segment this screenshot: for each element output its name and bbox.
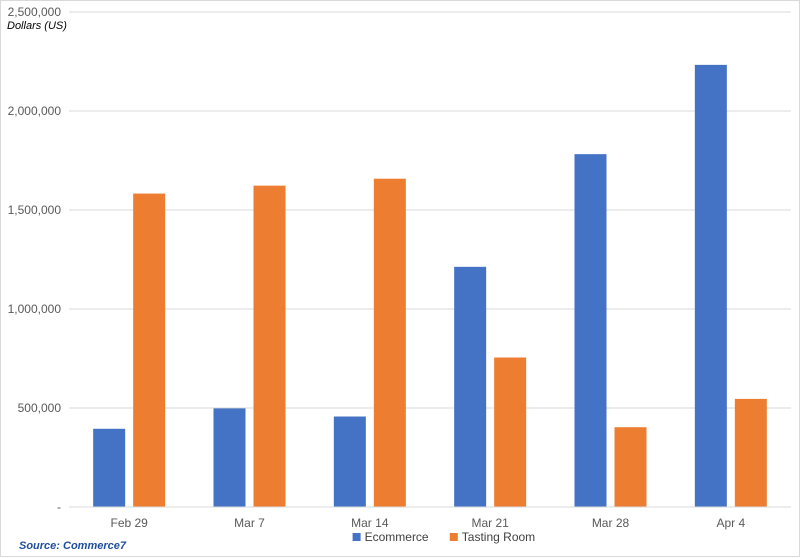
y-tick-label: 2,500,000: [8, 5, 62, 19]
bar-tasting-room-mar-14: [373, 178, 406, 507]
legend-swatch-ecommerce: [352, 533, 361, 541]
y-axis-unit-label: Dollars (US): [7, 20, 67, 32]
bar-tasting-room-mar-21: [494, 357, 527, 507]
source-note: Source: Commerce7: [19, 540, 127, 552]
x-tick-label: Apr 4: [716, 516, 745, 530]
bar-tasting-room-feb-29: [133, 193, 166, 508]
x-tick-label: Mar 14: [351, 516, 389, 530]
x-tick-label: Mar 7: [234, 516, 265, 530]
bar-ecommerce-mar-14: [333, 416, 366, 507]
y-tick-label: 1,000,000: [8, 302, 62, 316]
bar-ecommerce-feb-29: [93, 428, 126, 507]
x-tick-label: Mar 21: [471, 516, 509, 530]
bar-tasting-room-apr-4: [734, 398, 767, 507]
y-tick-label: -: [57, 500, 61, 514]
y-tick-label: 500,000: [18, 401, 62, 415]
bar-tasting-room-mar-7: [253, 185, 286, 507]
y-tick-label: 1,500,000: [8, 203, 62, 217]
axes: - 500,000 1,000,000 1,500,000 2,000,000 2,500…: [8, 5, 791, 530]
bar-tasting-room-mar-28: [614, 427, 647, 507]
y-tick-label: 2,000,000: [8, 104, 62, 118]
bar-ecommerce-mar-7: [213, 408, 246, 507]
x-tick-label: Mar 28: [592, 516, 630, 530]
legend-label-tasting-room: Tasting Room: [462, 530, 535, 544]
bar-ecommerce-apr-4: [694, 64, 727, 507]
legend: Ecommerce Tasting Room: [352, 530, 535, 544]
bar-ecommerce-mar-21: [454, 266, 487, 507]
legend-label-ecommerce: Ecommerce: [365, 530, 429, 544]
x-tick-label: Feb 29: [110, 516, 148, 530]
gridlines: [69, 11, 791, 409]
legend-swatch-tasting-room: [449, 533, 458, 541]
bar-ecommerce-mar-28: [574, 154, 607, 507]
bars: [93, 64, 767, 508]
